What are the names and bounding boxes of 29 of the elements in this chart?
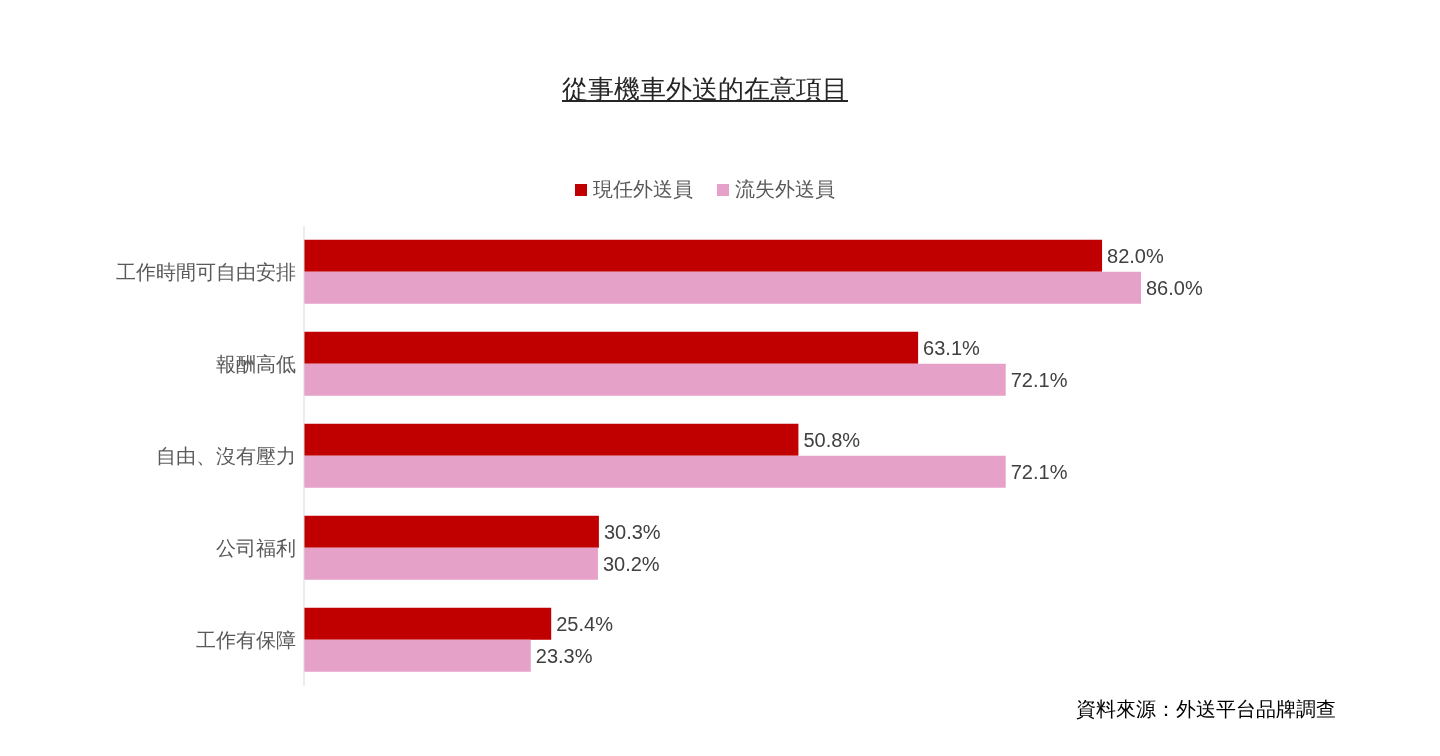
- data-label: 72.1%: [1010, 460, 1068, 483]
- data-label: 50.8%: [803, 428, 861, 451]
- y-tick-label: 自由、沒有壓力: [156, 445, 296, 468]
- bar: [304, 331, 919, 364]
- data-label: 25.4%: [556, 612, 614, 635]
- legend-label: 流失外送員: [735, 177, 835, 202]
- bar: [304, 639, 531, 672]
- y-tick-label: 工作時間可自由安排: [116, 261, 296, 284]
- legend-label: 現任外送員: [593, 177, 693, 202]
- data-label: 23.3%: [535, 644, 593, 667]
- y-tick-label: 公司福利: [216, 537, 296, 560]
- bar: [304, 547, 598, 580]
- bar: [304, 363, 1006, 396]
- data-label: 82.0%: [1107, 244, 1164, 267]
- source-note: 資料來源：外送平台品牌調查: [1076, 697, 1336, 722]
- bar: [304, 607, 552, 640]
- bar: [304, 271, 1141, 304]
- data-label: 72.1%: [1010, 368, 1068, 391]
- y-tick-label: 報酬高低: [216, 353, 296, 376]
- data-label: 30.3%: [603, 520, 661, 543]
- bar: [304, 455, 1006, 488]
- y-tick-label: 工作有保障: [196, 629, 296, 652]
- data-label: 30.2%: [602, 552, 660, 575]
- bar: [304, 239, 1103, 272]
- data-label: 86.0%: [1146, 276, 1203, 299]
- chart-title: 從事機車外送的在意項目: [561, 73, 849, 106]
- bar: [304, 515, 599, 548]
- bar: [304, 423, 799, 456]
- data-label: 63.1%: [923, 336, 981, 359]
